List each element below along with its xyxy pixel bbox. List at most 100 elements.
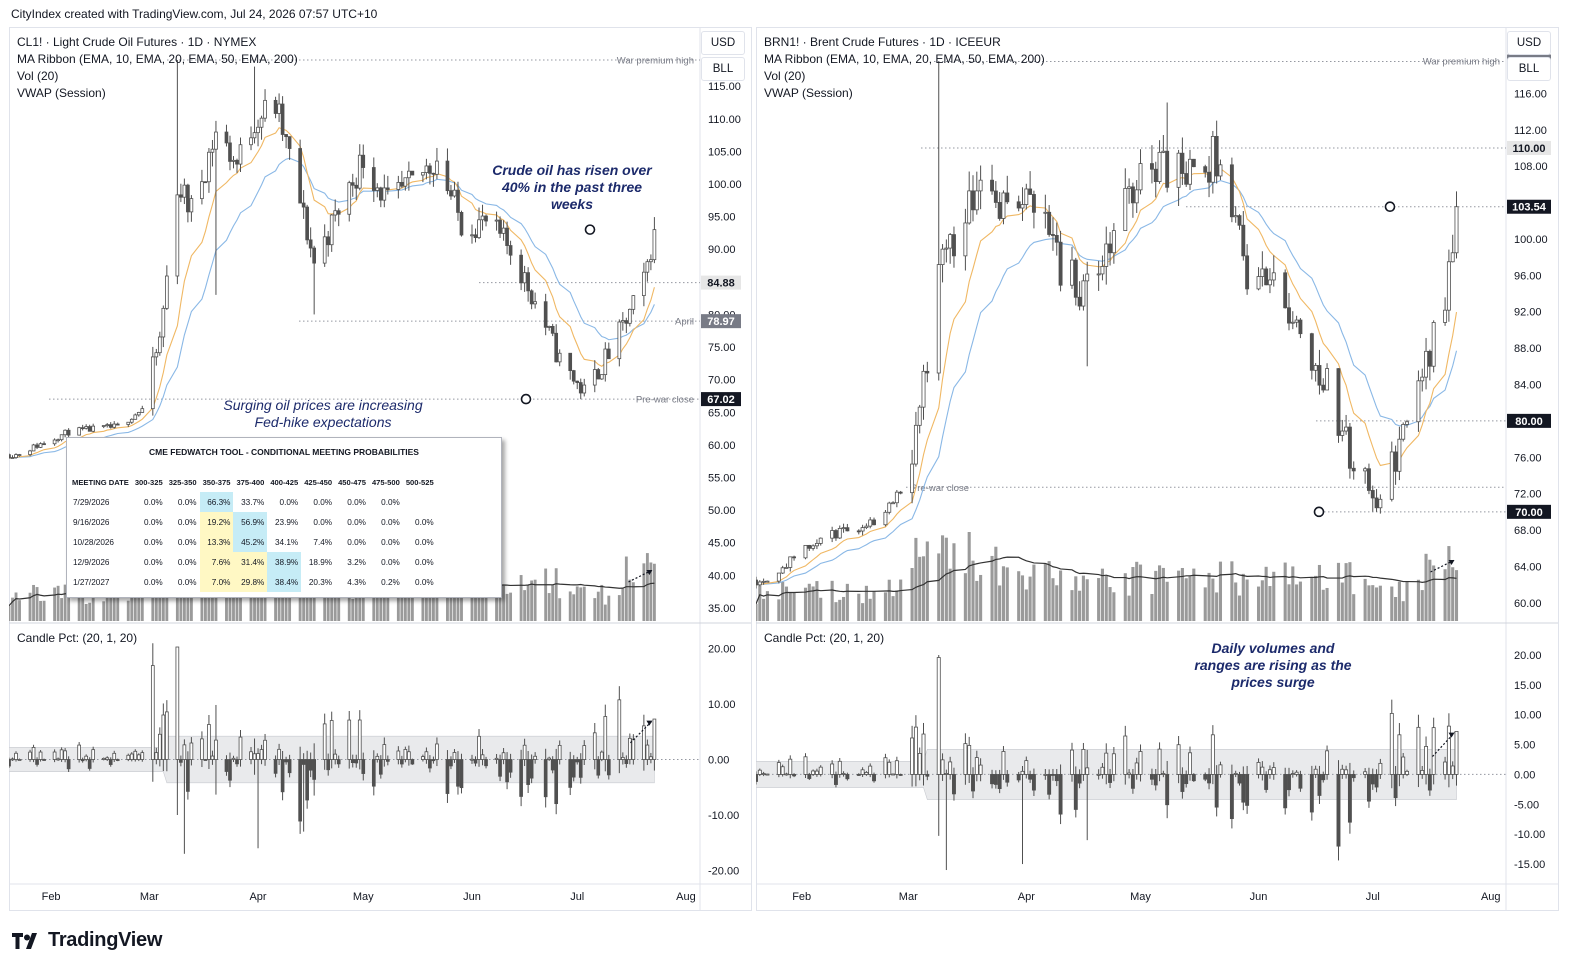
pct-candle-body [784,773,789,776]
candle-body [435,160,439,175]
candle-body [1051,234,1055,236]
volume-legend[interactable]: Vol (20) [764,69,806,83]
candle-body [1111,230,1116,254]
candle-pct-legend[interactable]: Candle Pct: (20, 1, 20) [17,631,138,645]
price-tick-label: 110.00 [708,114,741,126]
chart-pane-cl1[interactable]: 115.00110.00105.00100.0095.0090.0085.008… [9,27,758,911]
pct-tick-label: 5.00 [1514,740,1535,752]
fedwatch-meeting-date: 12/9/2026 [73,557,110,567]
volume-bar [477,586,481,621]
candle-body [126,421,131,425]
volume-bar [1298,581,1302,621]
pct-candle-body [494,757,499,760]
fedwatch-table-panel: CME FEDWATCH TOOL - CONDITIONAL MEETING … [66,437,502,598]
pct-candle-body [578,759,583,778]
pct-candle-body [28,751,32,760]
candle-body [883,511,888,526]
fedwatch-probability: 0.0% [144,557,163,567]
unit-button[interactable]: BLL [1507,57,1551,81]
currency-button[interactable]: USD [1507,31,1551,55]
volume-legend[interactable]: Vol (20) [17,69,59,83]
volume-bar [1059,570,1063,621]
pct-candle-body [207,724,211,760]
pct-candle-body [9,759,11,767]
fedwatch-probability: 0.2% [381,577,400,587]
pct-candle-body [312,759,316,780]
candle-body [498,219,502,234]
candle-body [1024,188,1029,205]
candle-body [228,142,232,162]
volume-bar [575,586,579,621]
candle-body [1344,426,1349,432]
candle-pct-legend[interactable]: Candle Pct: (20, 1, 20) [764,631,885,645]
currency-button[interactable]: USD [701,31,745,55]
volume-bar [1420,590,1424,621]
candle-body [1260,268,1265,277]
month-label: Feb [42,891,61,903]
symbol-title[interactable]: CL1! · Light Crude Oil Futures · 1D · NY… [17,35,257,49]
ma-ribbon-legend[interactable]: MA Ribbon (EMA, 10, EMA, 20, EMA, 50, EM… [17,52,298,66]
fedwatch-probability: 0.0% [415,517,434,527]
vwap-legend[interactable]: VWAP (Session) [764,86,853,100]
month-label: Mar [140,891,159,903]
fedwatch-col-header: 475-500 [371,477,400,487]
candle-body [210,148,215,153]
volume-bar [1017,571,1021,621]
candle-body [410,170,415,176]
pct-candle-body [1218,764,1223,775]
pct-arrow-head [1448,732,1455,738]
fedwatch-row: 12/9/2026 0.0% 0.0% 7.6% 31.4% 38.9% 18.9% 3.2%… [69,552,437,572]
pct-candle-body [428,759,432,769]
volume-bar [281,575,285,621]
candle-body [582,384,587,394]
price-tick-label: 75.00 [708,342,736,354]
symbol-title[interactable]: BRN1! · Brent Crude Futures · 1D · ICEEU… [764,35,1001,49]
unit-button[interactable]: BLL [701,57,745,81]
price-tag: 103.54 [1507,199,1551,214]
chart-pane-brn1[interactable]: 116.00 112.00 108.00 100.00 96.00 92.00 88.00 8… [756,27,1559,911]
candle-body [807,544,812,549]
volume-bar [1150,594,1154,621]
volume-bar [1154,570,1158,621]
fedwatch-probability: 66.3% [199,492,234,512]
chart-canvas-brn1[interactable]: 116.00 112.00 108.00 100.00 96.00 92.00 88.00 8… [756,27,1561,911]
tradingview-logo[interactable]: TradingView [12,929,162,952]
price-tick-label: 68.00 [1514,525,1542,537]
pct-candle-body [887,761,892,775]
volume-bar [868,598,872,621]
pct-candle-body [1260,766,1265,775]
candle-body [456,189,460,213]
volume-bar [274,584,278,621]
candle-body [508,245,513,256]
pct-candle-body [66,759,71,770]
chart-legend: CL1! · Light Crude Oil Futures · 1D · NY… [17,34,298,102]
pct-candle-body [1347,774,1352,823]
candle-body [1256,276,1261,290]
pct-candle-body [498,759,502,777]
candle-body [203,181,208,184]
volume-bar [211,585,214,621]
month-label: Aug [1481,891,1501,903]
pct-candle-body [1104,752,1109,775]
pct-candle-body [115,759,120,761]
pct-tick-label: 20.00 [1514,650,1542,662]
chart-canvas-cl1[interactable]: 115.00110.00105.00100.0095.0090.0085.008… [9,27,758,911]
volume-bar [309,590,313,621]
volume-bar [1218,561,1223,621]
peak-circle-marker [520,393,532,405]
pct-candle-body [1397,734,1402,775]
pct-candle-body [263,739,267,760]
pct-candle-body [1149,774,1154,780]
price-tick-label: 116.00 [1514,88,1547,100]
pct-candle-body [470,758,474,761]
candle-body [818,537,823,544]
candle-body [1020,204,1025,209]
candle-body [1363,468,1368,472]
vwap-legend[interactable]: VWAP (Session) [17,86,106,100]
volume-bar [1454,570,1459,621]
pct-candle-body [936,657,941,775]
candle-body [1283,272,1288,309]
ma-ribbon-legend[interactable]: MA Ribbon (EMA, 10, EMA, 20, EMA, 50, EM… [764,52,1045,66]
candle-body [837,528,842,539]
pct-candle-body [378,759,383,775]
